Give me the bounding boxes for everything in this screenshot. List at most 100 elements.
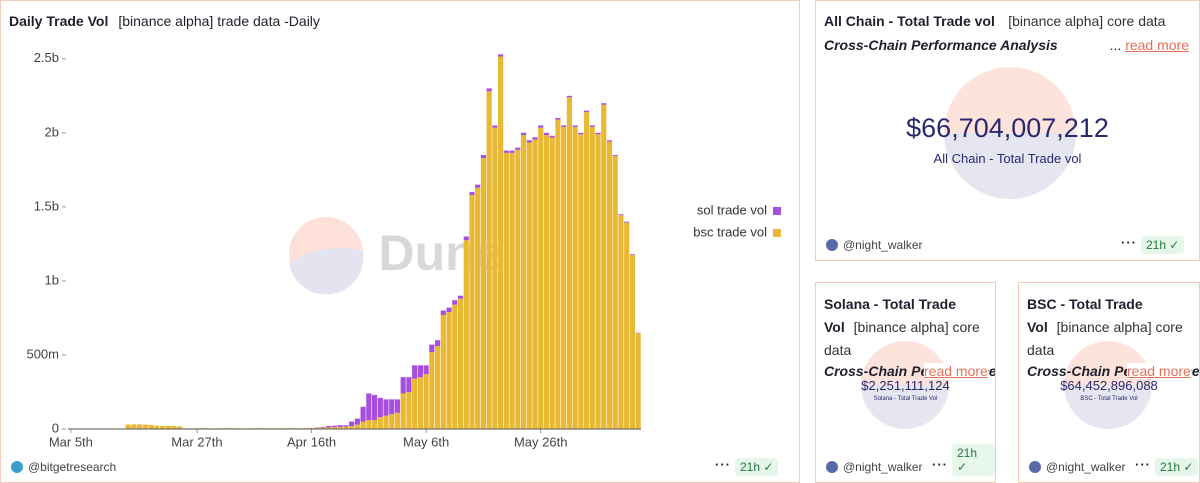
bar-segment [154,425,160,429]
bar-segment [618,215,624,429]
y-tick-label: 2.5b [34,50,59,65]
avatar [1029,461,1041,473]
bar-segment [526,142,532,429]
bar-segment [549,135,555,138]
bar-segment [337,425,343,427]
bar-segment [354,424,360,429]
author[interactable]: @bitgetresearch [11,460,116,474]
author[interactable]: @night_walker [1029,460,1126,474]
counter-panel: BSC - Total Trade Vol [binance alpha] co… [1018,282,1200,483]
counter-title: All Chain - Total Trade vol [824,13,995,29]
counter-header: All Chain - Total Trade vol [binance alp… [824,13,1165,31]
read-more-link[interactable]: read more [924,363,988,379]
counter-value: $66,704,007,212 [906,113,1109,143]
menu[interactable]: ··· [1121,235,1137,250]
bar-segment [452,304,458,429]
bar-segment [457,295,464,299]
bar-segment [578,132,584,135]
y-tick-label: 0 [52,420,59,435]
bar-segment [538,125,544,128]
bar-segment [349,421,355,427]
bar-segment [429,352,435,429]
menu[interactable]: ··· [1135,457,1151,472]
bar-segment [561,125,567,127]
bar-segment [532,137,538,140]
more-dots: ... [1109,37,1122,53]
bar-segment [326,427,332,429]
author-name[interactable]: @night_walker [1046,460,1126,474]
counter-header: BSC - Total Trade Vol [binance alpha] co… [1027,293,1187,362]
bar-segment [440,314,446,429]
bar-segment [566,97,572,430]
bar-segment [629,254,635,256]
age-badge: 21h ✓ [1141,236,1185,254]
bar-segment [515,147,521,150]
bar-segment [486,88,492,92]
bar-segment [566,95,572,98]
legend-label: sol trade vol [697,202,767,217]
bar-segment [429,344,435,352]
bar-segment [520,132,527,136]
bar-segment [165,425,171,429]
bar-segment [131,424,137,429]
bar-segment [635,333,641,429]
bar-segment [331,425,338,428]
bar-segment [440,310,446,315]
bar-segment [555,118,561,120]
legend-label: bsc trade vol [693,224,767,239]
menu[interactable]: ··· [715,457,731,472]
age: 21h [1160,460,1181,474]
bar-segment [423,365,429,375]
avatar [826,239,838,251]
read-more[interactable]: read more [1127,363,1191,381]
bar-segment [417,377,423,429]
counter-value: $2,251,111,124 [861,378,950,393]
author[interactable]: @night_walker [826,238,923,252]
bar-segment [498,56,504,429]
bar-segment [366,393,372,421]
counter-label: All Chain - Total Trade vol [933,151,1082,166]
bar-segment [624,222,630,429]
bar-segment [343,425,349,427]
bar-segment [435,346,441,429]
bar-segment [371,394,378,421]
chart-header: Daily Trade Vol [binance alpha] trade dat… [9,13,320,29]
menu[interactable]: ··· [932,457,948,472]
counter-title: Solana - Total Trade Vol [824,296,956,335]
bar-segment [423,374,429,429]
bar-segment [492,125,498,128]
bar-segment [314,427,320,429]
read-more-link[interactable]: read more [1125,37,1189,53]
counter-panel: All Chain - Total Trade vol [binance alp… [815,0,1200,261]
author[interactable]: @night_walker [826,460,923,474]
counter-subtitle: [binance alpha] core data [1008,13,1166,29]
y-tick-label: 1b [45,272,59,287]
read-more[interactable]: read more [924,363,988,381]
bar-segment [498,54,504,57]
bar-segment [400,393,406,429]
author-name[interactable]: @night_walker [843,238,923,252]
read-more-link[interactable]: read more [1127,363,1191,379]
author-name[interactable]: @night_walker [843,460,923,474]
bar-segment [125,424,131,429]
bar-segment [509,152,515,429]
bar-segment [589,126,595,429]
y-tick-label: 500m [26,346,59,361]
legend-swatch [773,207,781,215]
bar-segment [400,377,406,394]
age: 21h [1146,238,1167,252]
bar-segment [412,365,418,379]
chart-subtitle: [binance alpha] trade data -Daily [118,13,320,29]
bar-segment [137,424,143,429]
read-more[interactable]: ... read more [1110,37,1189,53]
bar-segment [337,426,343,429]
bar-segment [383,399,389,416]
bar-segment [435,340,441,347]
bar-segment [394,399,401,413]
bar-segment [308,427,315,429]
bar-segment [148,424,154,429]
bar-segment [480,155,487,159]
counter-title: BSC - Total Trade Vol [1027,296,1143,335]
author-name[interactable]: @bitgetresearch [28,460,117,474]
